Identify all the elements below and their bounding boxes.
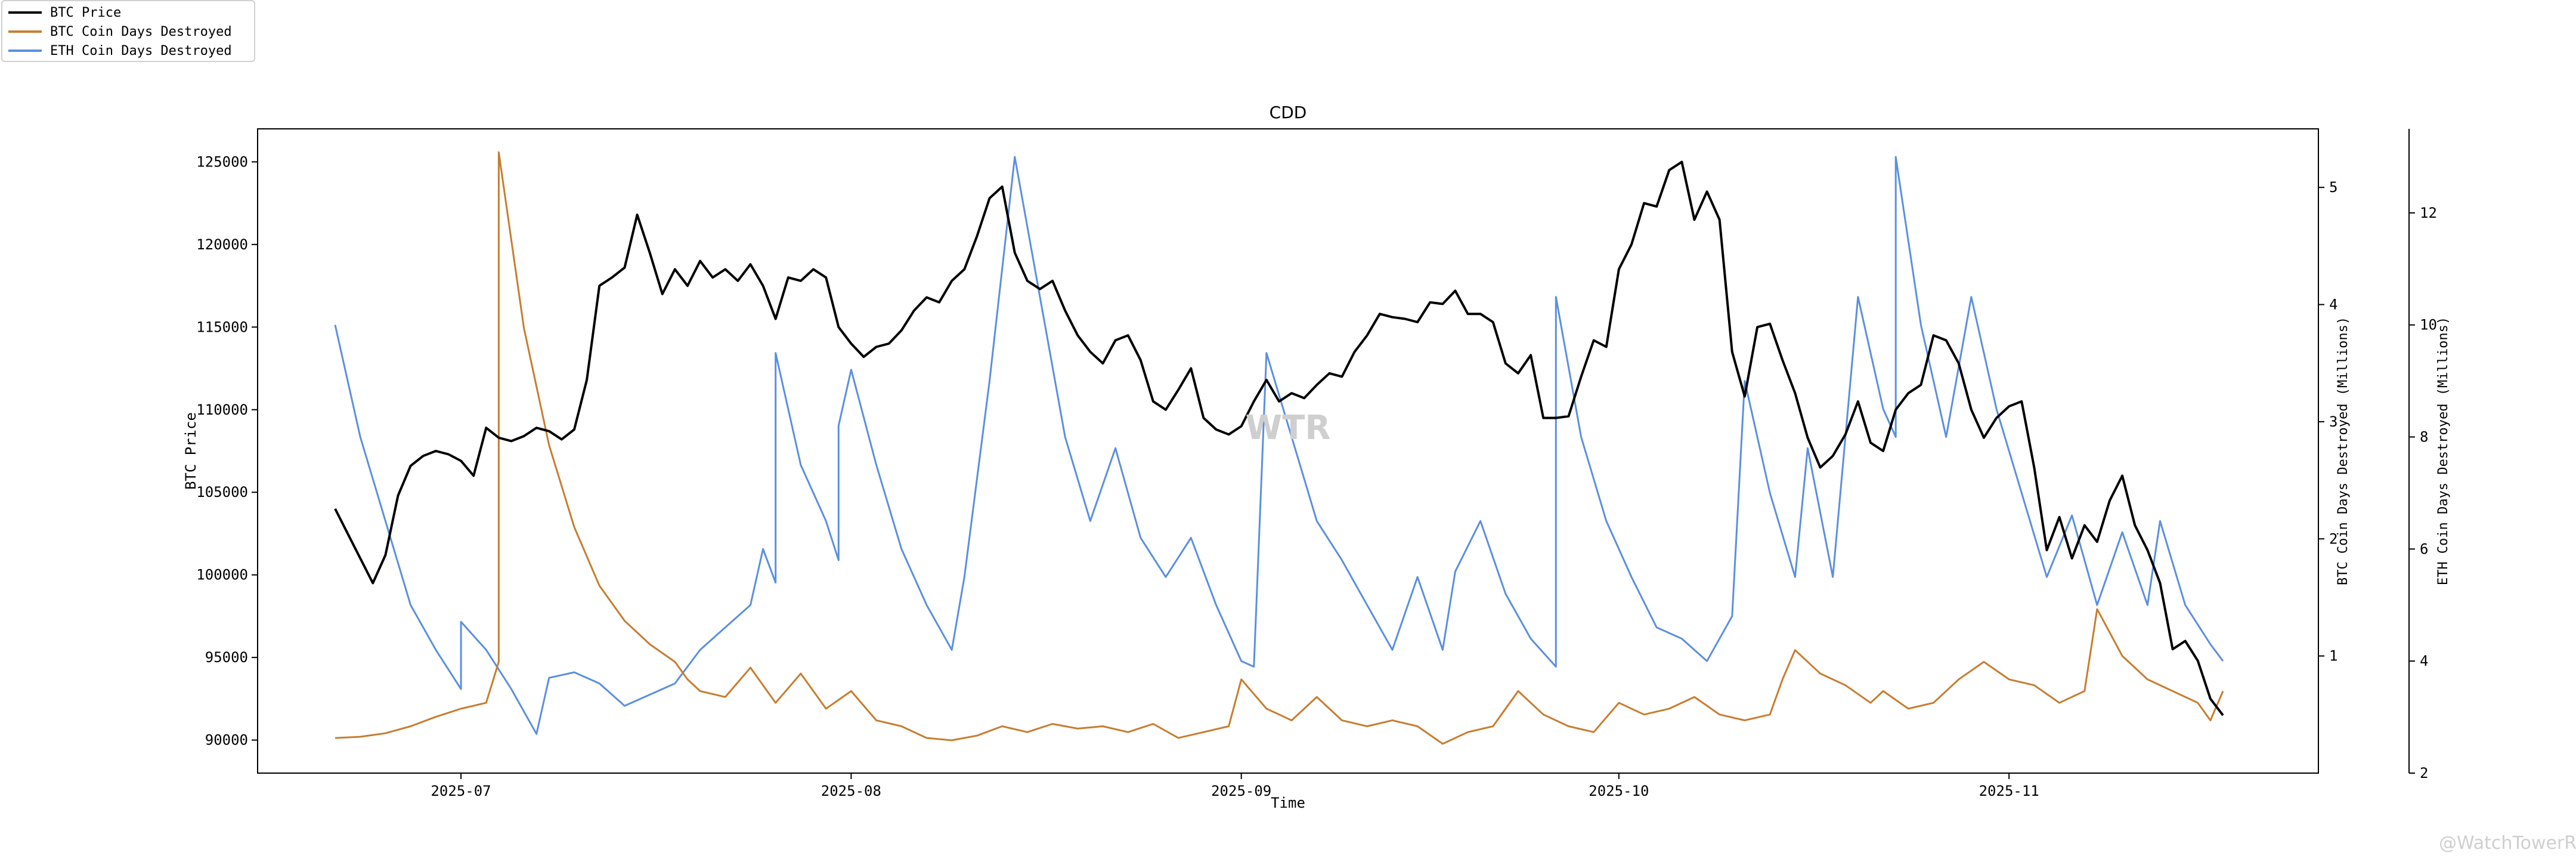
x-tick-label: 2025-07: [431, 783, 491, 799]
series-layer: [334, 151, 2224, 745]
x-tick-label: 2025-11: [1979, 783, 2039, 799]
y-tick-label-left: 115000: [196, 319, 248, 335]
y-tick-label-left: 120000: [196, 236, 248, 253]
x-axis: 2025-07 2025-08 2025-09 2025-10 2025-11: [431, 773, 2039, 799]
x-tick-label: 2025-10: [1589, 783, 1649, 799]
chart-title: CDD: [1270, 103, 1307, 122]
legend-item-btc-cdd: BTC Coin Days Destroyed: [8, 23, 232, 41]
y-tick-label-left: 95000: [205, 649, 248, 666]
y-tick-label-left: 90000: [205, 732, 248, 749]
watermark-text: WTR: [1245, 409, 1330, 447]
y-axis-btc-price: 90000 95000 100000 105000 110000 115000 120000…: [196, 153, 258, 749]
legend-label: BTC Price: [50, 5, 122, 20]
y-tick-label-right1: 5: [2329, 179, 2337, 196]
y-tick-label-left: 110000: [196, 401, 248, 418]
series-line-btc-price: [334, 160, 2224, 716]
y-axis-label-left: BTC Price: [182, 412, 199, 490]
plot-frame: [257, 128, 2319, 774]
legend-swatch-btc-price: [8, 11, 42, 14]
legend-swatch-eth-cdd: [8, 50, 42, 52]
series-line-eth-coin-days-destroyed: [334, 156, 2224, 735]
legend-label: ETH Coin Days Destroyed: [50, 43, 232, 58]
legend-swatch-btc-cdd: [8, 30, 42, 33]
x-axis-label: Time: [1271, 795, 1305, 811]
x-tick-label: 2025-08: [821, 783, 881, 799]
y-tick-label-left: 105000: [196, 484, 248, 500]
x-tick-label: 2025-09: [1211, 783, 1271, 799]
y-axis-eth-cdd: 2 4 6 8 10 12: [2409, 205, 2437, 781]
y-tick-label-right1: 3: [2329, 413, 2337, 430]
y-tick-label-right2: 2: [2420, 765, 2428, 781]
y-tick-label-right2: 12: [2420, 205, 2437, 221]
y-axis-btc-cdd: 1 2 3 4 5: [2318, 179, 2337, 665]
legend-item-btc-price: BTC Price: [8, 4, 121, 21]
y-tick-label-right1: 1: [2329, 648, 2337, 665]
y-axis-label-right2: ETH Coin Days Destroyed (Millions): [2436, 317, 2451, 585]
y-tick-label-right2: 6: [2420, 540, 2428, 557]
y-tick-label-right2: 8: [2420, 429, 2428, 446]
legend-item-eth-cdd: ETH Coin Days Destroyed: [8, 42, 232, 60]
y-tick-label-right2: 10: [2420, 317, 2437, 333]
y-tick-label-left: 125000: [196, 153, 248, 170]
series-line-btc-coin-days-destroyed: [335, 151, 2224, 745]
legend-label: BTC Coin Days Destroyed: [50, 24, 232, 39]
y-tick-label-right1: 4: [2329, 296, 2337, 313]
y-tick-label-right2: 4: [2420, 653, 2428, 669]
watermark-handle: @WatchTowerR: [2439, 833, 2576, 854]
y-axis-label-right1: BTC Coin Days Destroyed (Millions): [2336, 317, 2351, 585]
y-tick-label-left: 100000: [196, 567, 248, 583]
legend: BTC Price BTC Coin Days Destroyed ETH Co…: [1, 0, 255, 62]
source-watermark: @WatchTowerR: [2439, 833, 2576, 854]
y-tick-label-right1: 2: [2329, 530, 2337, 547]
